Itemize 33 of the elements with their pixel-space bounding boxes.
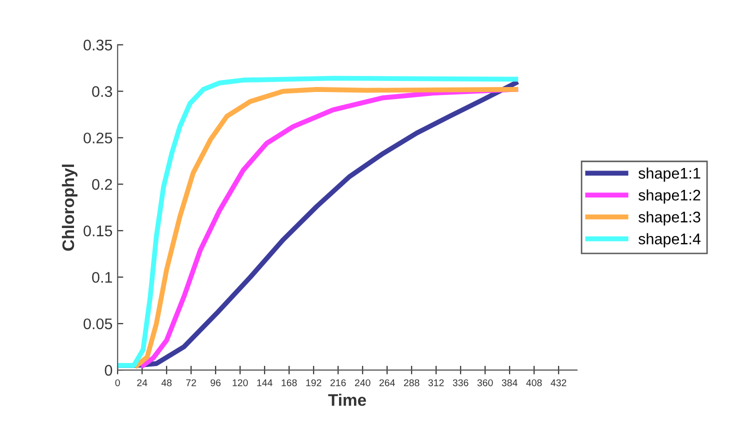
x-tick-label: 120 [232,379,248,386]
y-tick-label: 0.2 [92,179,112,190]
x-tick-label: 360 [477,379,493,386]
x-tick-label: 48 [161,379,172,386]
x-tick-label: 408 [526,379,542,386]
legend-label: shape1:2 [638,189,700,204]
x-tick-label: 288 [404,379,420,386]
x-tick-label: 312 [428,379,444,386]
x-axis-title: Time [328,394,366,406]
y-tick-label: 0.05 [84,318,112,330]
legend-label: shape1:1 [638,167,700,182]
y-tick-label: 0.25 [84,132,112,144]
x-tick-label: 96 [210,379,221,386]
x-tick-label: 240 [354,379,370,386]
y-tick-label: 0.1 [92,272,112,283]
x-tick-label: 384 [502,379,518,386]
y-tick-label: 0.15 [84,226,112,236]
x-tick-label: 168 [282,379,297,386]
y-tick-label: 0.3 [92,86,112,97]
legend-label: shape1:4 [638,233,701,248]
y-tick-label: 0.35 [84,40,112,50]
x-tick-label: 192 [306,379,322,386]
x-tick-label: 336 [452,379,468,386]
x-tick-label: 432 [550,379,566,386]
x-tick-label: 0 [115,379,120,386]
legend-label: shape1:3 [638,211,700,226]
x-tick-label: 144 [257,379,272,386]
x-tick-label: 24 [137,379,148,386]
x-tick-label: 72 [186,379,196,386]
x-tick-label: 264 [379,379,395,386]
x-tick-label: 216 [330,379,346,386]
y-axis-title: Chlorophyl [62,164,78,251]
y-tick-label: 0 [104,364,112,376]
